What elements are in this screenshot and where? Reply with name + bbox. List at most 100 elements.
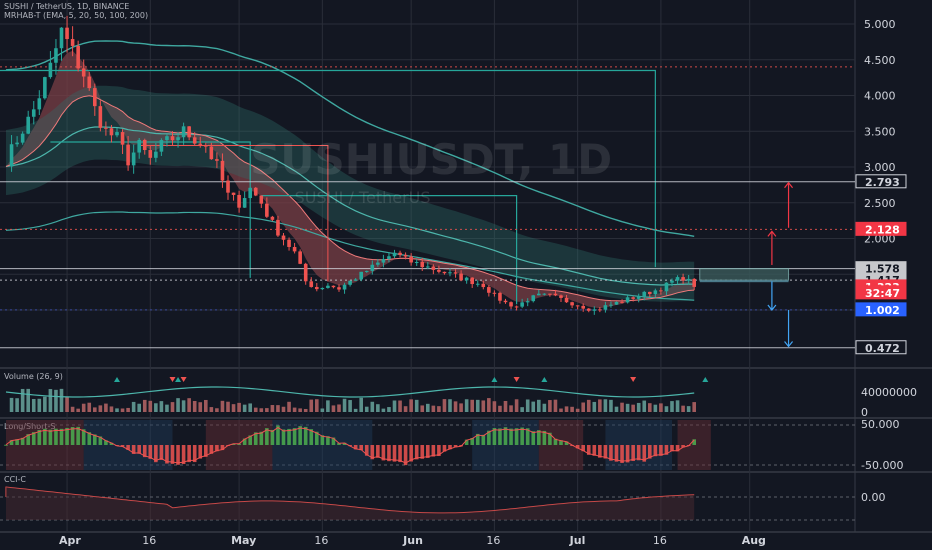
volume-bar (625, 403, 630, 412)
volume-bar (109, 406, 114, 412)
osc-bar (259, 431, 264, 445)
candle-body (431, 266, 436, 270)
osc-bar (76, 426, 80, 445)
candle-body (492, 292, 497, 294)
candle-body (192, 137, 197, 144)
volume-bar (43, 396, 47, 412)
osc-bar (525, 428, 530, 445)
candle-body (514, 306, 519, 308)
candle-body (270, 216, 275, 220)
candle-body (570, 302, 574, 306)
volume-bar (387, 407, 391, 412)
volume-bar (392, 400, 397, 412)
volume-bar (165, 404, 169, 412)
candle-body (448, 272, 452, 274)
volume-bar (603, 399, 608, 412)
price-label-0 (855, 174, 907, 189)
watermark-name: SUSHI / TetherUS (295, 188, 431, 207)
candle-body (376, 262, 380, 265)
candle-body (470, 277, 474, 285)
volume-bar (209, 407, 214, 412)
candle-body (381, 259, 386, 263)
osc-bar (98, 436, 103, 445)
candle-body (686, 278, 691, 281)
candle-body (653, 290, 658, 295)
osc-bar (281, 429, 286, 445)
osc-bar (4, 444, 8, 446)
osc-bar (636, 445, 641, 461)
candle-body (154, 151, 158, 158)
volume-bar (126, 407, 130, 412)
osc-bar (353, 445, 358, 450)
osc-bar (620, 445, 624, 463)
candle-body (453, 272, 458, 274)
osc-bar (609, 445, 613, 461)
osc-bar (675, 445, 680, 452)
osc-bar (398, 445, 402, 463)
volume-bar (487, 398, 491, 412)
osc-bar (81, 429, 86, 445)
candle-body (165, 136, 169, 141)
ema-200-line (5, 211, 695, 301)
volume-bar (326, 400, 330, 412)
signal-marker (491, 377, 498, 382)
volume-bar (81, 403, 86, 412)
candle-body (131, 152, 136, 166)
osc-bar (15, 439, 19, 445)
stop-arrow-2-head (784, 341, 794, 348)
volume-bar (142, 399, 147, 412)
candle-body (592, 309, 597, 311)
osc-bar (514, 428, 519, 445)
candle-body (503, 300, 508, 303)
volume-bar (448, 399, 452, 412)
volume-bar (692, 402, 696, 412)
volume-bar (337, 404, 341, 412)
volume-bar (659, 403, 663, 412)
volume-bar (131, 401, 136, 412)
volume-bar (398, 400, 402, 412)
candle-body (265, 203, 269, 217)
osc-y-tick: 50.000 (861, 418, 900, 431)
candle-body (170, 136, 175, 141)
candle-body (253, 187, 258, 196)
osc-bar (248, 435, 252, 445)
osc-bar (548, 432, 552, 445)
y-tick-label: 2.500 (864, 197, 896, 210)
candle-body (93, 88, 97, 107)
candle-body (553, 293, 558, 296)
volume-bar (353, 408, 358, 412)
volume-ma-line (5, 386, 695, 398)
volume-bar (598, 399, 602, 412)
structure-box-mid (50, 141, 251, 278)
candle-body (614, 301, 619, 305)
candle-body (70, 39, 75, 46)
osc-bar (315, 431, 319, 445)
y-tick-label: 3.500 (864, 125, 896, 138)
volume-bar (459, 403, 463, 412)
volume-bar (653, 404, 658, 412)
osc-bar (204, 445, 208, 457)
candle-body (359, 271, 363, 280)
volume-bar (498, 405, 502, 412)
volume-bar (231, 404, 236, 412)
volume-bar (287, 401, 291, 412)
volume-bar (370, 401, 375, 412)
candle-body (481, 283, 486, 288)
candle-body (320, 287, 325, 290)
candle-body (276, 219, 280, 236)
volume-bar (148, 400, 153, 412)
osc-bar (381, 445, 386, 461)
volume-bar (292, 407, 297, 412)
volume-bar (509, 405, 513, 412)
volume-bar (437, 406, 441, 412)
candle-body (542, 293, 547, 295)
volume-bar (320, 408, 325, 412)
volume-bar (170, 402, 175, 412)
osc-bar (26, 434, 30, 445)
osc-bar (542, 430, 547, 445)
volume-bar (331, 405, 336, 412)
osc-bar (104, 440, 108, 445)
volume-bar (564, 406, 569, 412)
osc-bar (531, 431, 536, 445)
